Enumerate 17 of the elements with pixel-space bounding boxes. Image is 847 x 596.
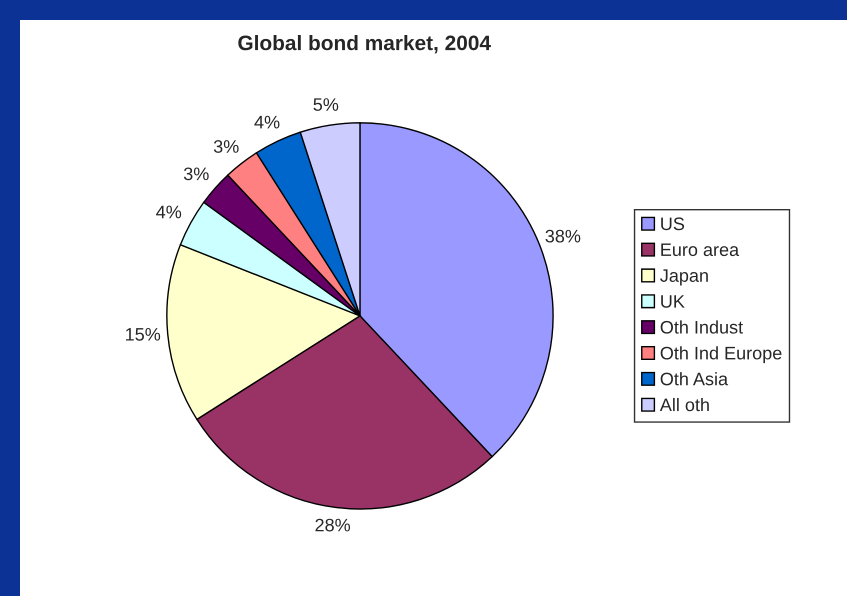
legend-label: Oth Asia: [660, 372, 728, 386]
data-label: 4%: [156, 206, 182, 218]
data-label: 5%: [314, 98, 338, 111]
legend-label: All oth: [660, 398, 709, 412]
data-label: 28%: [315, 518, 350, 532]
legend-label: Euro area: [661, 243, 740, 256]
data-label: 15%: [126, 328, 160, 341]
legend-label: Oth Indust: [660, 320, 743, 334]
data-label: 3%: [184, 167, 209, 180]
legend-label: US: [661, 217, 684, 230]
legend-label: Oth Ind Europe: [660, 346, 782, 364]
data-label: 3%: [214, 140, 239, 153]
data-label: 4%: [254, 116, 280, 128]
chart-title: Global bond market, 2004: [238, 34, 491, 54]
legend-label: UK: [661, 295, 685, 308]
data-label: 38%: [545, 230, 580, 243]
legend-label: Japan: [660, 269, 708, 286]
